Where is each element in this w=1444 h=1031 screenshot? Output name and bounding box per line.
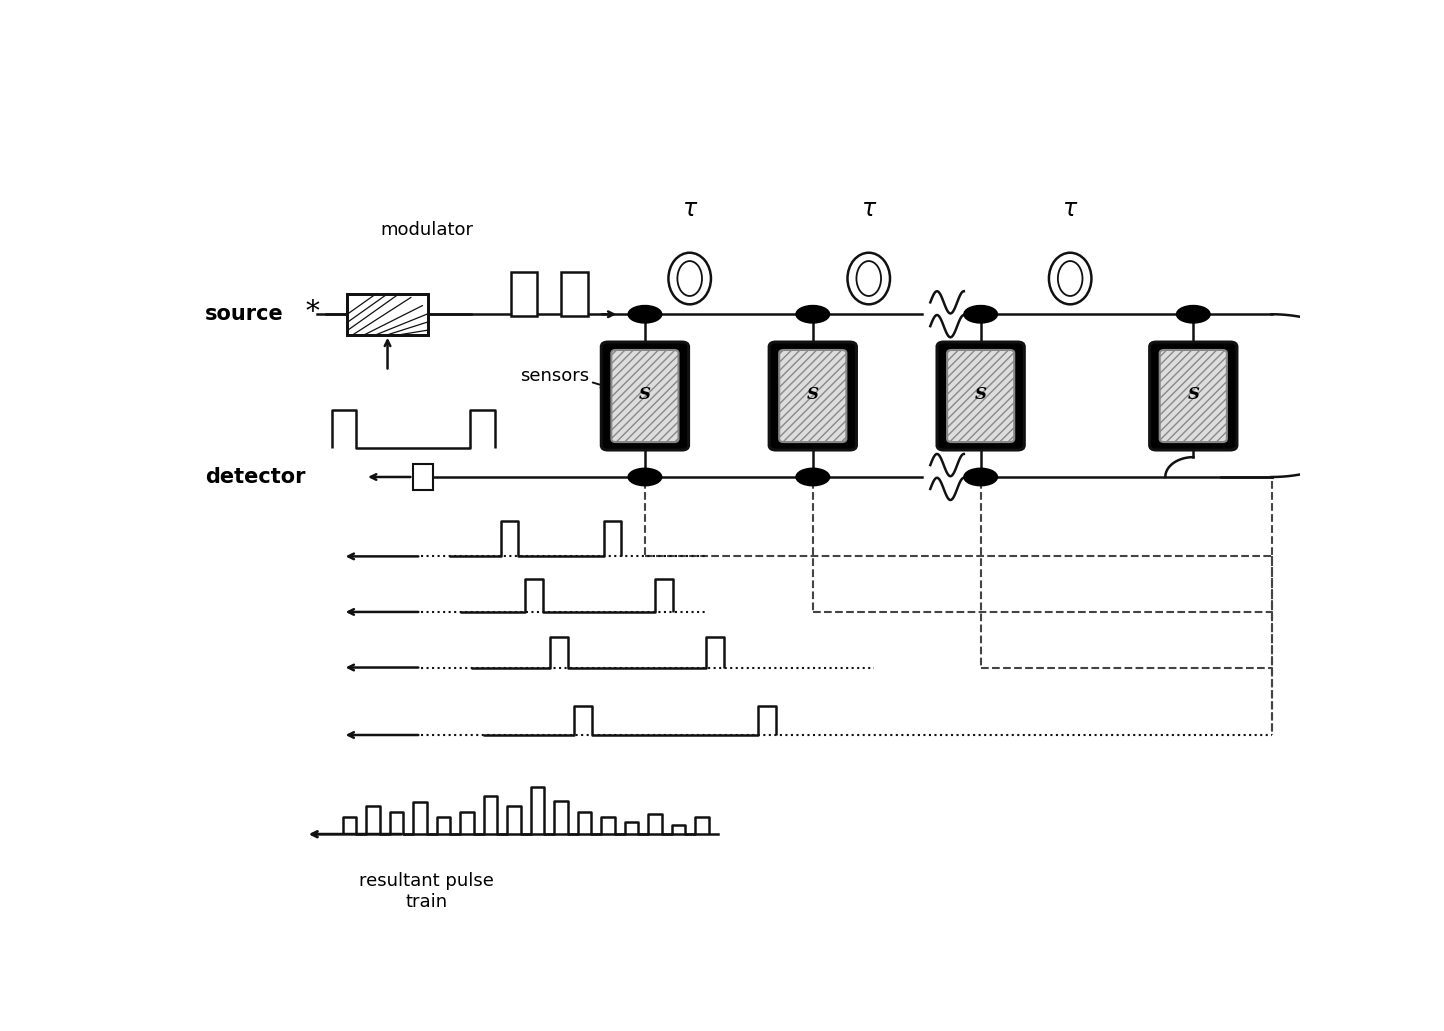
Text: resultant pulse
train: resultant pulse train	[360, 872, 494, 911]
Text: $\tau$: $\tau$	[682, 198, 697, 221]
Text: source: source	[205, 304, 284, 324]
FancyBboxPatch shape	[780, 350, 846, 442]
Text: S: S	[975, 386, 986, 403]
Ellipse shape	[856, 261, 881, 296]
Text: S: S	[1187, 386, 1200, 403]
Ellipse shape	[965, 468, 998, 486]
Bar	[347, 294, 427, 335]
Text: $\tau$: $\tau$	[1061, 198, 1079, 221]
Ellipse shape	[796, 468, 829, 486]
Ellipse shape	[1058, 261, 1083, 296]
Text: sensors: sensors	[520, 367, 589, 386]
Ellipse shape	[965, 305, 998, 323]
Text: detector: detector	[205, 467, 306, 487]
Bar	[562, 272, 588, 315]
Ellipse shape	[1177, 305, 1210, 323]
Text: S: S	[807, 386, 819, 403]
Ellipse shape	[796, 305, 829, 323]
Bar	[347, 294, 427, 335]
FancyBboxPatch shape	[1160, 350, 1227, 442]
Bar	[413, 464, 433, 490]
FancyBboxPatch shape	[1149, 342, 1238, 450]
Text: *: *	[306, 299, 319, 326]
Ellipse shape	[677, 261, 702, 296]
Ellipse shape	[848, 253, 890, 304]
Ellipse shape	[669, 253, 710, 304]
Text: modulator: modulator	[380, 221, 474, 239]
Ellipse shape	[628, 468, 661, 486]
Bar	[511, 272, 537, 315]
Ellipse shape	[628, 305, 661, 323]
FancyBboxPatch shape	[937, 342, 1024, 450]
FancyBboxPatch shape	[611, 350, 679, 442]
Ellipse shape	[1048, 253, 1092, 304]
FancyBboxPatch shape	[947, 350, 1014, 442]
Text: $\tau$: $\tau$	[861, 198, 877, 221]
Text: S: S	[638, 386, 651, 403]
FancyBboxPatch shape	[601, 342, 689, 450]
FancyBboxPatch shape	[770, 342, 856, 450]
